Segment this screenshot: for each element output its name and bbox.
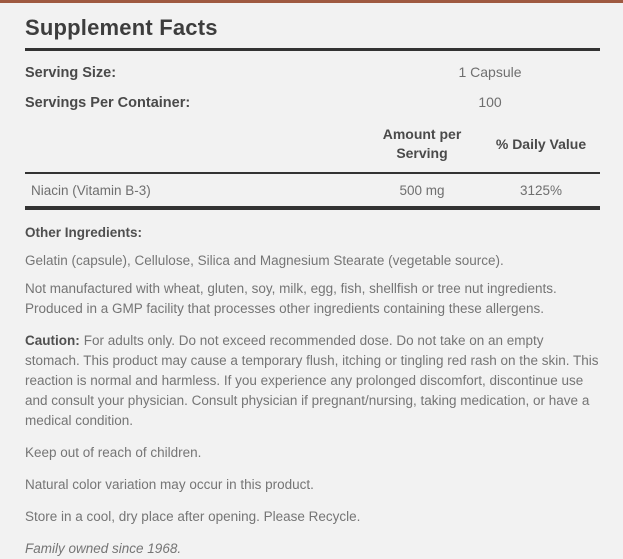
caution-text: For adults only. Do not exceed recommend… bbox=[25, 333, 599, 428]
nutrient-row-niacin: Niacin (Vitamin B-3) 500 mg 3125% bbox=[25, 174, 600, 206]
accent-top-border bbox=[0, 0, 623, 3]
table-top-divider bbox=[25, 172, 600, 174]
servings-per-container-label: Servings Per Container: bbox=[25, 95, 191, 111]
keep-out-text: Keep out of reach of children. bbox=[25, 445, 202, 460]
nutrient-amount: 500 mg bbox=[399, 183, 445, 198]
servings-per-container-value: 100 bbox=[478, 94, 502, 110]
caution-paragraph: Caution: For adults only. Do not exceed r… bbox=[25, 331, 600, 431]
family-owned-text: Family owned since 1968. bbox=[25, 541, 182, 556]
storage-text: Store in a cool, dry place after opening… bbox=[25, 509, 361, 524]
nutrient-name: Niacin (Vitamin B-3) bbox=[31, 183, 151, 198]
serving-size-value: 1 Capsule bbox=[458, 64, 522, 80]
title-divider bbox=[25, 48, 600, 51]
nutrient-daily-value: 3125% bbox=[519, 183, 563, 198]
other-ingredients-label: Other Ingredients: bbox=[25, 225, 143, 240]
panel-title: Supplement Facts bbox=[25, 15, 218, 40]
allergen-statement: Not manufactured with wheat, gluten, soy… bbox=[25, 281, 557, 316]
other-ingredients-text: Gelatin (capsule), Cellulose, Silica and… bbox=[25, 253, 504, 268]
serving-size-label: Serving Size: bbox=[25, 65, 117, 81]
color-variation-text: Natural color variation may occur in thi… bbox=[25, 477, 314, 492]
servings-per-container-row: Servings Per Container: 100 bbox=[25, 94, 600, 111]
panel-content: Supplement Facts Serving Size: 1 Capsule… bbox=[0, 3, 623, 559]
nutrient-table-header: Amount per Serving % Daily Value bbox=[25, 125, 600, 163]
caution-label: Caution: bbox=[25, 333, 80, 348]
table-bottom-divider bbox=[25, 206, 600, 210]
column-header-daily-value: % Daily Value bbox=[495, 135, 587, 152]
column-header-amount: Amount per Serving bbox=[382, 126, 462, 161]
serving-size-row: Serving Size: 1 Capsule bbox=[25, 64, 600, 81]
